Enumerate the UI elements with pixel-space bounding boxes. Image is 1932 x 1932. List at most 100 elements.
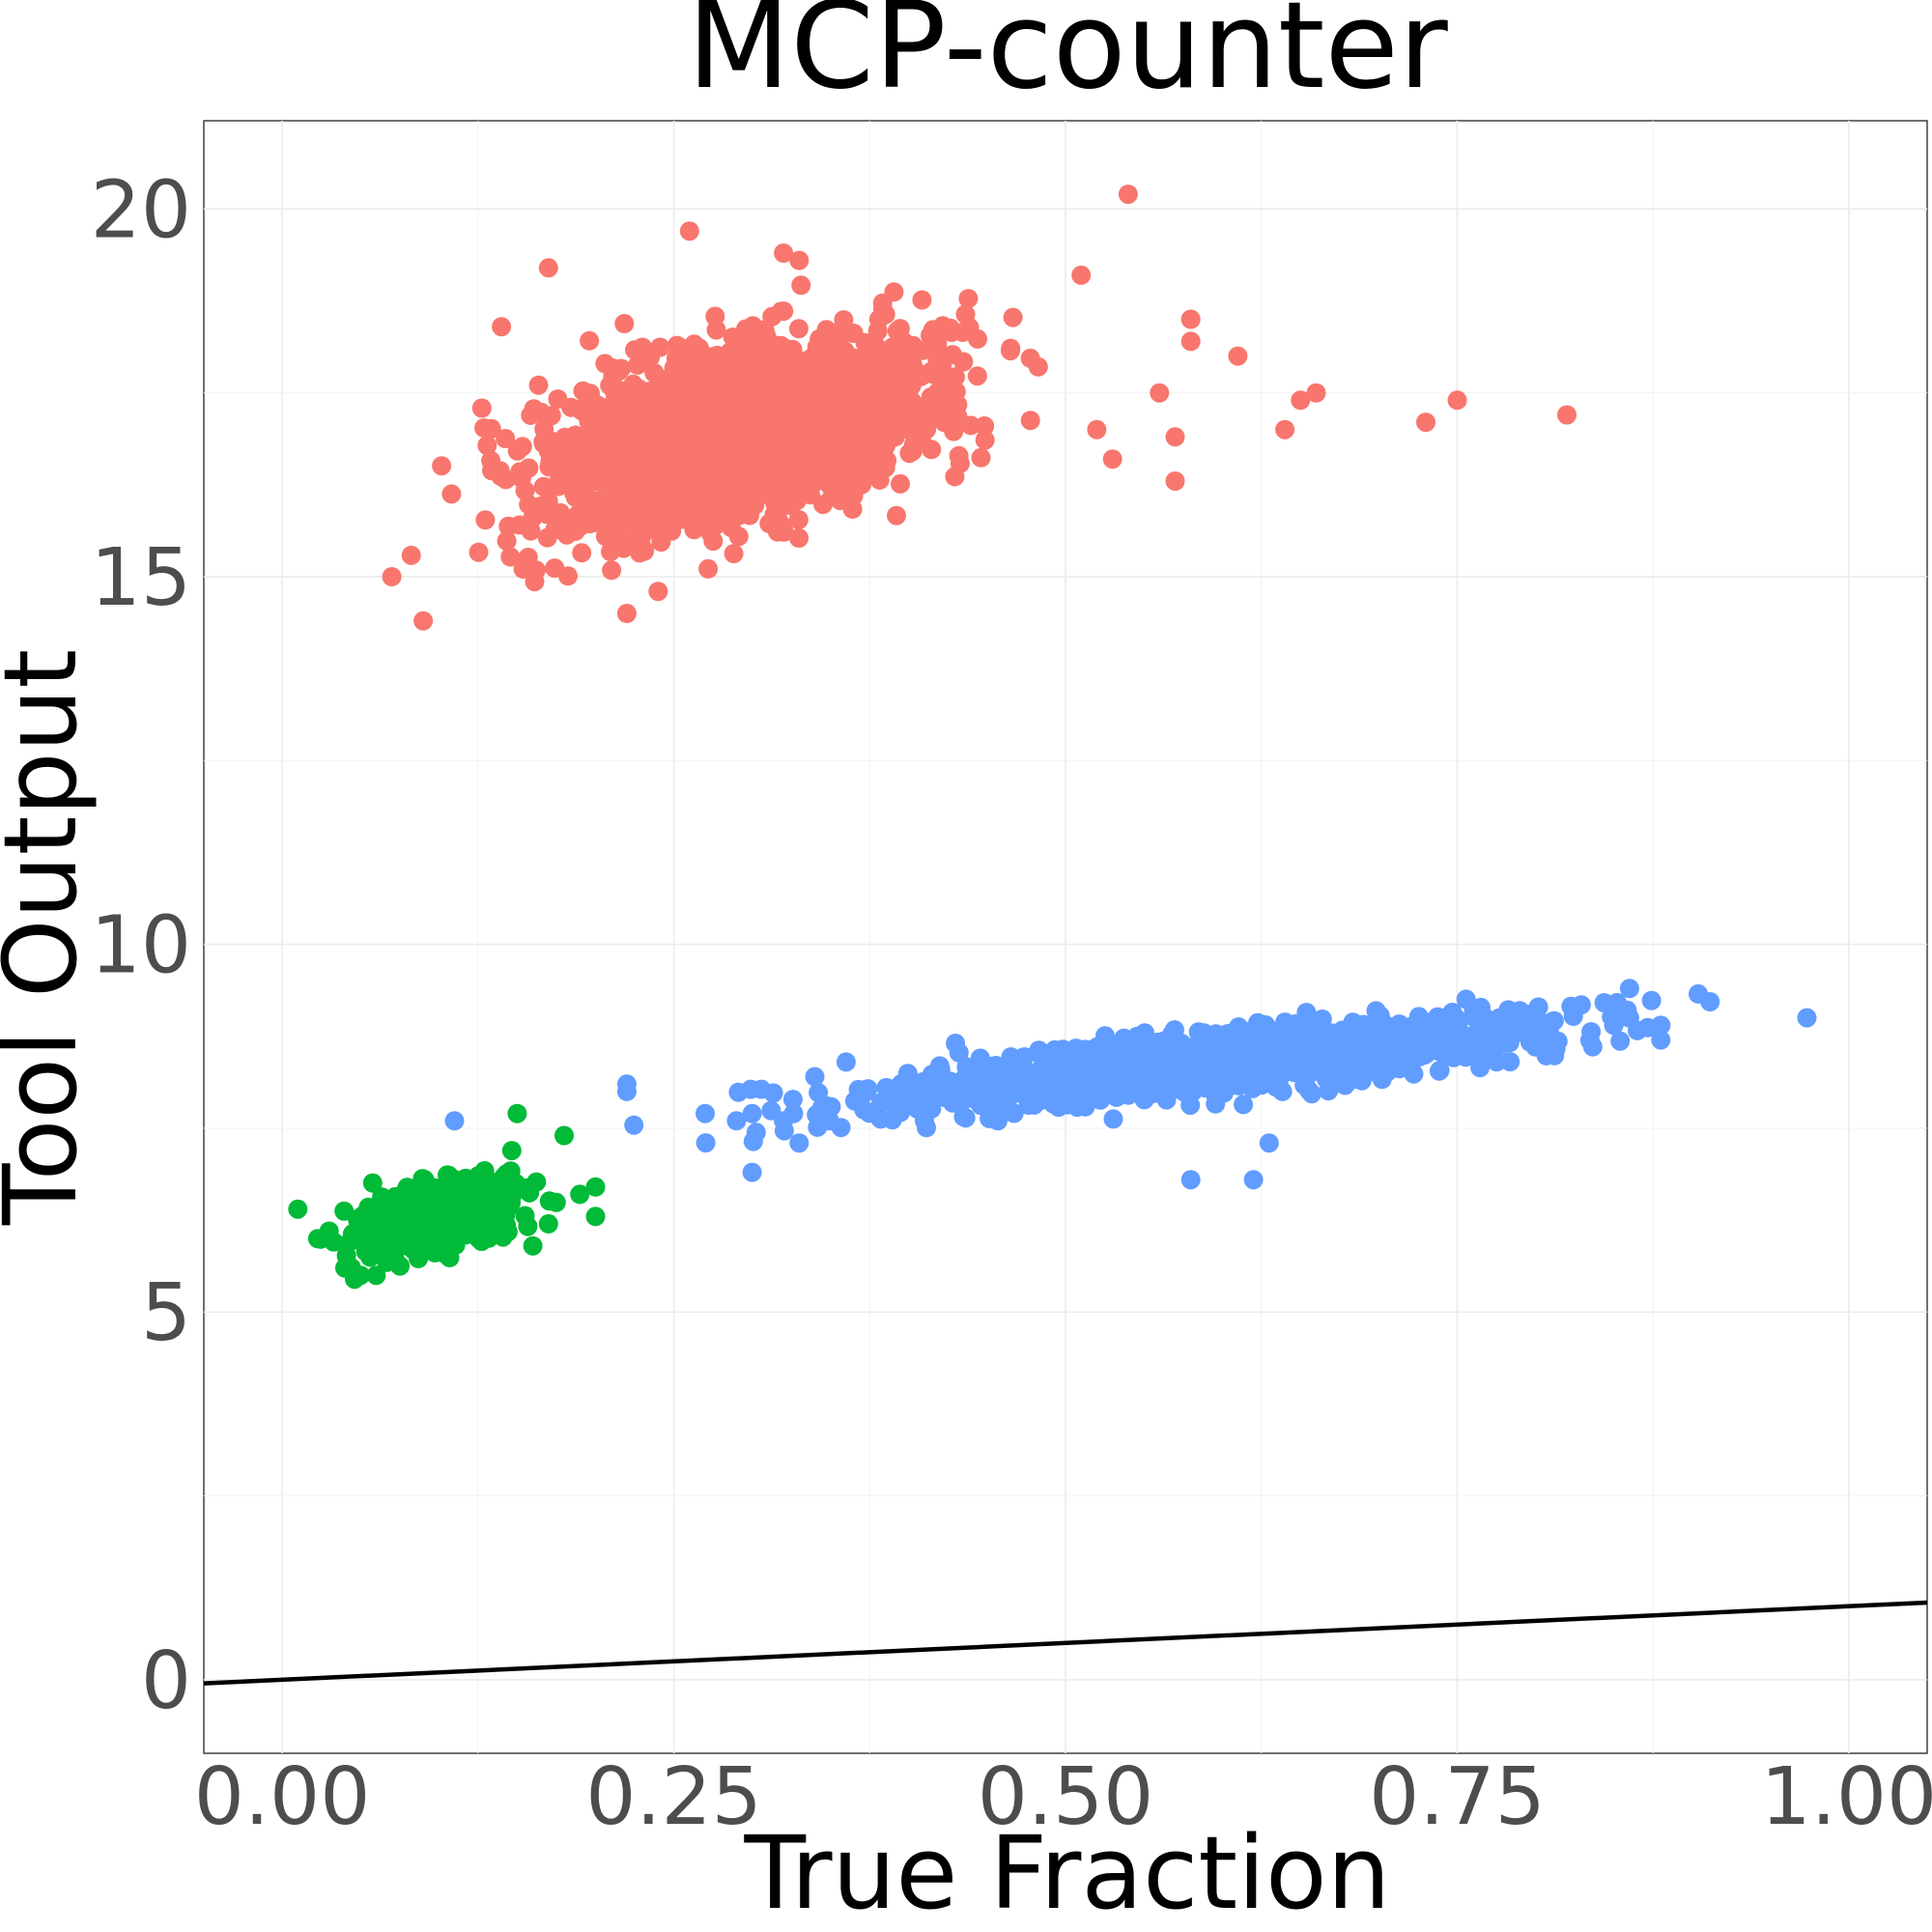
data-point xyxy=(554,1125,574,1146)
data-point xyxy=(1336,1029,1356,1049)
data-point xyxy=(1291,390,1311,411)
data-point xyxy=(975,430,995,450)
data-point xyxy=(1357,1049,1378,1069)
data-point xyxy=(1102,449,1122,469)
data-point xyxy=(789,528,809,548)
data-point xyxy=(1537,1033,1557,1053)
data-point xyxy=(492,317,512,337)
data-point xyxy=(639,407,660,427)
data-point xyxy=(1306,383,1326,403)
data-point xyxy=(763,1083,783,1103)
data-point xyxy=(955,1108,976,1128)
data-point xyxy=(413,611,434,631)
data-point xyxy=(820,405,839,424)
data-point xyxy=(658,469,678,490)
data-point xyxy=(288,1199,308,1219)
data-point xyxy=(899,443,920,464)
data-point xyxy=(724,544,744,564)
y-tick-label: 0 xyxy=(141,1635,191,1727)
data-point xyxy=(319,1221,339,1241)
data-point xyxy=(609,381,629,400)
data-point xyxy=(644,363,665,383)
data-point xyxy=(1416,412,1435,433)
data-point xyxy=(602,560,622,581)
data-point xyxy=(1180,1095,1201,1116)
data-point xyxy=(679,221,699,242)
data-point xyxy=(821,1096,841,1117)
data-point xyxy=(742,1162,762,1182)
data-point xyxy=(334,1201,355,1221)
data-point xyxy=(776,456,796,476)
data-point xyxy=(536,504,556,525)
data-point xyxy=(949,445,969,466)
data-point xyxy=(1134,1090,1154,1110)
data-point xyxy=(1351,1024,1372,1044)
data-point xyxy=(1312,1009,1332,1029)
data-point xyxy=(515,1206,535,1226)
y-tick-label: 15 xyxy=(91,532,191,624)
data-point xyxy=(781,482,801,502)
data-point xyxy=(644,479,665,498)
data-point xyxy=(891,366,911,385)
data-point xyxy=(497,1215,517,1236)
data-point xyxy=(616,1081,637,1101)
data-point xyxy=(886,384,906,404)
data-point xyxy=(1164,1020,1184,1040)
data-point xyxy=(696,1103,715,1123)
x-tick-label: 0.00 xyxy=(194,1751,371,1843)
data-point xyxy=(798,393,818,413)
data-point xyxy=(834,310,854,330)
data-point xyxy=(789,1133,810,1153)
data-point xyxy=(698,558,719,579)
data-point xyxy=(768,361,788,382)
data-point xyxy=(1526,1007,1547,1027)
data-point xyxy=(911,366,931,386)
data-point xyxy=(785,371,806,391)
data-point xyxy=(513,559,533,579)
data-point xyxy=(1071,265,1092,285)
data-point xyxy=(1651,1030,1671,1050)
data-point xyxy=(644,511,665,531)
data-point xyxy=(530,402,551,422)
data-point xyxy=(681,393,701,413)
data-point xyxy=(1180,1170,1201,1190)
data-point xyxy=(726,1111,747,1131)
data-point xyxy=(570,1184,590,1205)
data-point xyxy=(475,510,496,530)
data-point xyxy=(581,426,601,446)
data-point xyxy=(596,515,616,535)
data-point xyxy=(945,467,965,487)
data-point xyxy=(1259,1035,1279,1055)
data-point xyxy=(1275,1012,1295,1033)
data-point xyxy=(525,572,545,592)
y-tick-label: 10 xyxy=(91,900,191,992)
data-point xyxy=(548,389,568,410)
data-point xyxy=(1150,383,1170,403)
x-tick-label: 1.00 xyxy=(1761,1751,1932,1843)
data-point xyxy=(774,1111,794,1131)
data-point xyxy=(891,473,910,494)
data-point xyxy=(1500,1052,1520,1072)
identity-reference-line xyxy=(203,1600,1928,1686)
data-point xyxy=(458,1191,478,1211)
data-point xyxy=(551,502,571,523)
data-point xyxy=(1610,1031,1631,1051)
data-point xyxy=(494,1167,514,1187)
data-point xyxy=(980,1108,1000,1128)
data-point xyxy=(743,426,763,446)
data-point xyxy=(568,445,588,466)
data-point xyxy=(523,1236,543,1256)
data-point xyxy=(745,396,765,416)
data-point xyxy=(788,510,809,529)
data-point xyxy=(1148,1057,1168,1077)
data-point xyxy=(940,405,960,425)
data-point xyxy=(496,429,516,448)
data-point xyxy=(546,1192,566,1212)
data-point xyxy=(1087,419,1107,440)
data-point xyxy=(401,545,421,565)
data-point xyxy=(967,366,987,386)
data-point xyxy=(441,484,462,504)
data-point xyxy=(1493,1008,1514,1028)
data-point xyxy=(599,477,619,497)
series-3-points xyxy=(288,1103,606,1290)
